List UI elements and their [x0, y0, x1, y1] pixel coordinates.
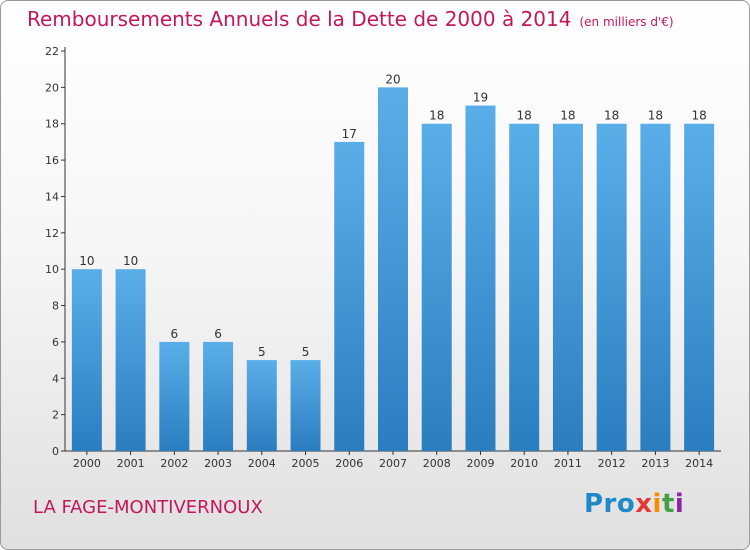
bar: [640, 123, 671, 452]
bar: [203, 341, 234, 451]
data-label: 18: [517, 109, 532, 123]
x-tick-label: 2002: [160, 457, 188, 470]
bar: [684, 123, 715, 452]
x-tick-label: 2009: [466, 457, 494, 470]
x-tick-label: 2014: [685, 457, 713, 470]
bar: [596, 123, 627, 452]
bar: [71, 269, 102, 451]
bar: [552, 123, 583, 452]
x-tick-label: 2013: [641, 457, 669, 470]
data-label: 18: [691, 109, 706, 123]
x-tick-label: 2007: [379, 457, 407, 470]
x-tick-label: 2006: [335, 457, 363, 470]
x-tick-label: 2010: [510, 457, 538, 470]
bars: [71, 87, 715, 452]
proxiti-logo[interactable]: Proxiti: [584, 489, 685, 519]
y-tick-label: 0: [52, 445, 59, 458]
bar: [378, 87, 408, 451]
bar: [115, 269, 146, 451]
data-label: 10: [79, 254, 94, 268]
data-label: 18: [560, 109, 575, 123]
bar: [465, 105, 496, 451]
data-label: 20: [385, 72, 400, 86]
bar: [509, 123, 540, 452]
x-tick-label: 2005: [292, 457, 320, 470]
data-label: 6: [214, 327, 222, 341]
data-label: 18: [429, 109, 444, 123]
x-tick-label: 2001: [117, 457, 145, 470]
y-tick-label: 10: [45, 263, 59, 276]
y-tick-label: 6: [52, 336, 59, 349]
y-tick-label: 20: [45, 81, 59, 94]
bar: [290, 360, 321, 451]
x-tick-label: 2000: [73, 457, 101, 470]
data-label: 6: [171, 327, 179, 341]
commune-name: LA FAGE-MONTIVERNOUX: [33, 497, 263, 518]
data-label: 10: [123, 254, 138, 268]
data-label: 5: [258, 345, 266, 359]
y-tick-label: 22: [45, 45, 59, 58]
bar: [421, 123, 452, 452]
chart-title-text: Remboursements Annuels de la Dette de 20…: [27, 7, 572, 31]
y-tick-label: 8: [52, 300, 59, 313]
x-tick-label: 2003: [204, 457, 232, 470]
labels: 2000 10 2001 10 2002 6 2003 6 2004 5 2005 5 2006 17 20…: [73, 72, 713, 470]
chart-title: Remboursements Annuels de la Dette de 20…: [27, 7, 674, 31]
x-tick-label: 2008: [423, 457, 451, 470]
y-tick-label: 14: [45, 190, 59, 203]
y-tick-label: 4: [52, 372, 59, 385]
bar: [159, 341, 190, 451]
data-label: 5: [302, 345, 310, 359]
data-label: 18: [604, 109, 619, 123]
data-label: 17: [342, 127, 357, 141]
bar: [246, 360, 277, 451]
y-tick-label: 18: [45, 118, 59, 131]
y-tick-label: 12: [45, 227, 59, 240]
x-tick-label: 2011: [554, 457, 582, 470]
x-tick-label: 2012: [598, 457, 626, 470]
y-tick-label: 16: [45, 154, 59, 167]
x-tick-label: 2004: [248, 457, 276, 470]
data-label: 19: [473, 91, 488, 105]
data-label: 18: [648, 109, 663, 123]
bar: [334, 141, 365, 451]
y-tick-label: 2: [52, 409, 59, 422]
chart-unit: (en milliers d'€): [579, 15, 674, 29]
